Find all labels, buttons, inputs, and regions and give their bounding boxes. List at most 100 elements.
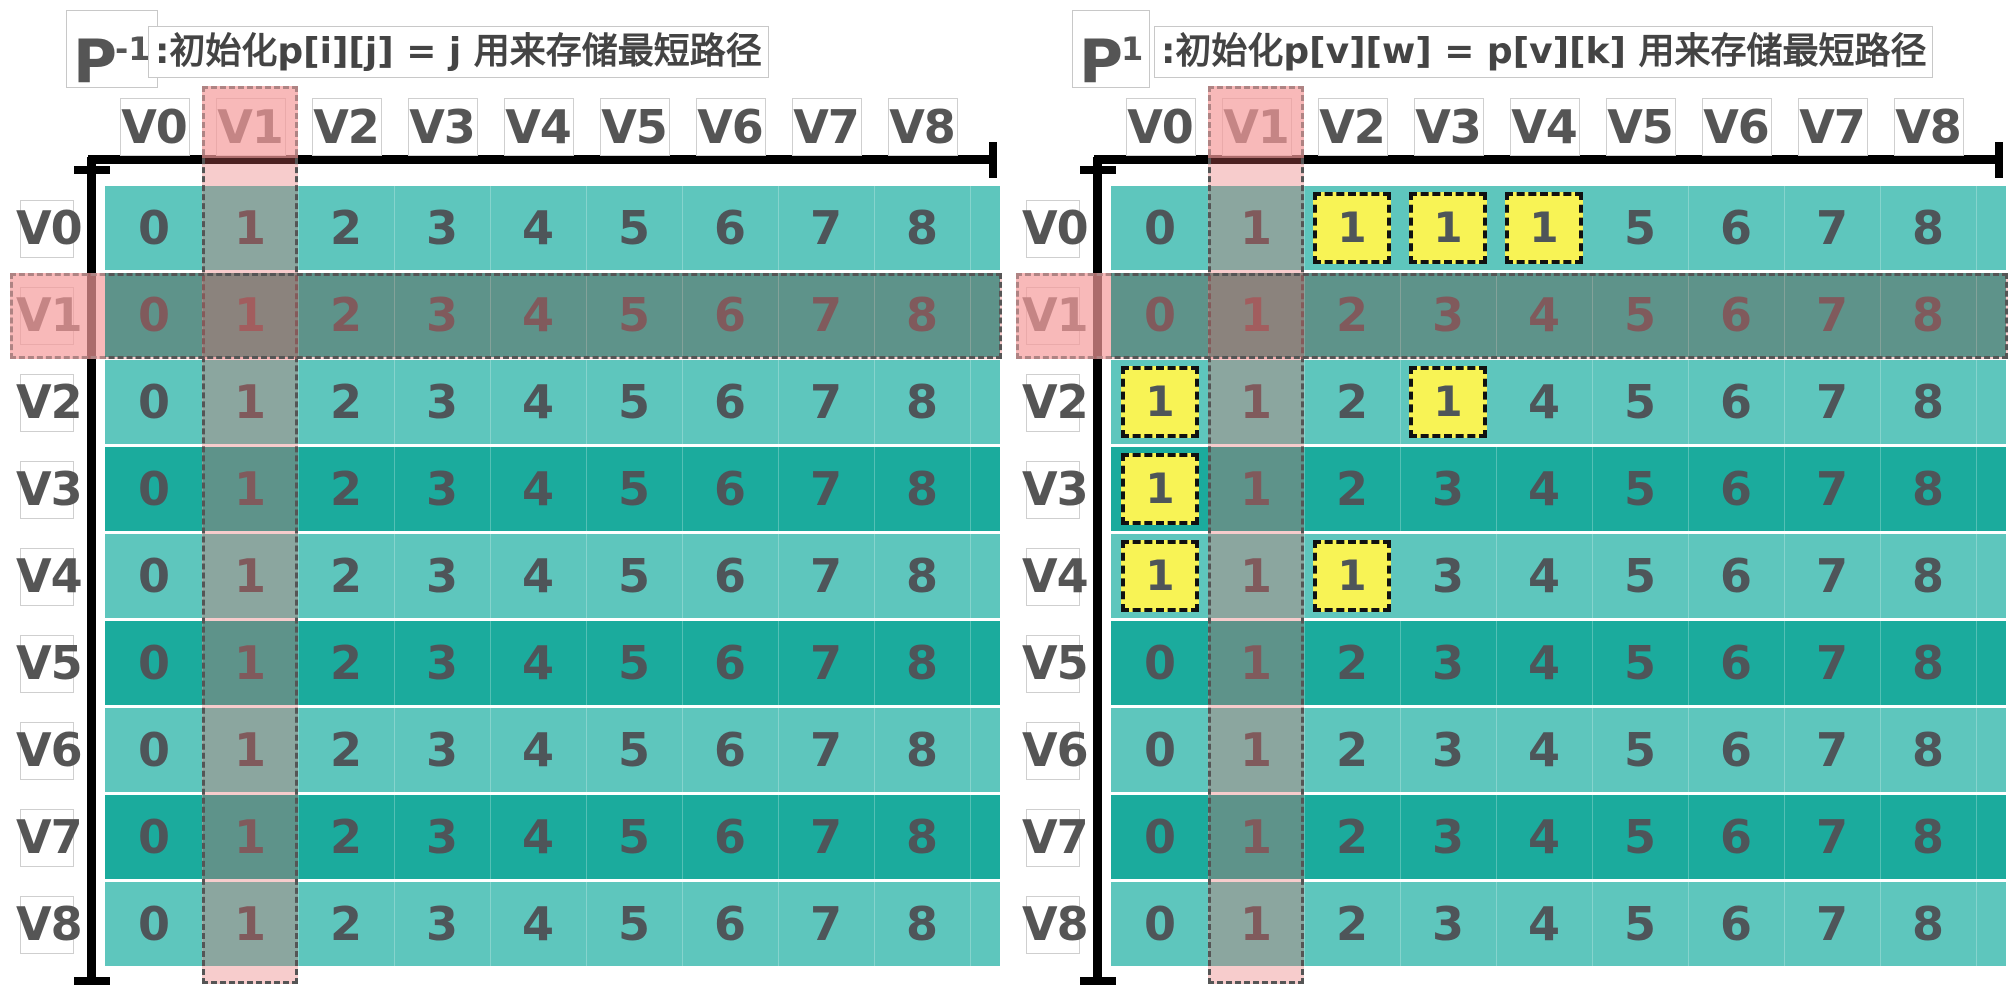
matrix-row-band [1111,534,2006,618]
cell-value: 7 [1815,723,1848,777]
cell-value: 0 [1143,810,1176,864]
cell-value: 1 [233,288,266,342]
selected-vertex-row-header-overlay [1016,273,1111,359]
matrix-cell: 2 [1304,795,1401,879]
cell-value: 1 [1239,462,1272,516]
cell-value: 8 [1911,723,1944,777]
updated-cell-highlight: 1 [1409,192,1487,264]
x-axis-cap [1995,142,2003,178]
matrix-cell: 6 [682,708,779,792]
column-header-box [600,98,670,156]
cell-value: 5 [1623,462,1656,516]
matrix-cell: 6 [1688,795,1785,879]
matrix-cell: 0 [1112,273,1209,357]
matrix-cell: 2 [298,447,395,531]
matrix-cell: 8 [874,708,971,792]
matrix-cell: 8 [874,273,971,357]
matrix-cell: 8 [1880,273,1977,357]
cell-value: 3 [425,810,458,864]
matrix-cell: 4 [1496,273,1593,357]
cell-value: 1 [1239,723,1272,777]
cell-value: 4 [521,810,554,864]
cell-value: 8 [905,723,938,777]
matrix-cell: 0 [106,621,203,705]
cell-value: 0 [1143,288,1176,342]
cell-value: 5 [1623,636,1656,690]
matrix-cell: 6 [1688,273,1785,357]
cell-value: 5 [617,549,650,603]
cell-value: 1 [1239,810,1272,864]
cell-value: 6 [1719,549,1752,603]
cell-value: 3 [425,723,458,777]
cell-value: 6 [713,375,746,429]
matrix-cell: 5 [586,795,683,879]
y-axis-cap-bottom [1080,977,1116,985]
matrix-cell: 0 [1112,186,1209,270]
matrix-cell: 1 [202,882,299,966]
matrix-cell: 0 [1112,882,1209,966]
cell-value: 8 [905,636,938,690]
matrix-cell: 2 [298,882,395,966]
cell-value: 1 [233,549,266,603]
row-header-box [20,200,74,258]
cell-value: 7 [809,549,842,603]
cell-value: 5 [617,723,650,777]
column-header-v7: V7 [1799,100,1866,154]
row-header-v2: V2 [16,375,83,429]
cell-value: 1 [233,201,266,255]
row-header-box [20,722,74,780]
panel-p-minus-1: P-1 :初始化p[i][j] = j 用来存储最短路径 V0V1V2V3V4V… [10,10,1002,985]
matrix-cell: 5 [1592,621,1689,705]
row-header-v0: V0 [1022,201,1089,255]
matrix-cell: 1 [202,447,299,531]
cell-value: 4 [521,549,554,603]
cell-value: 8 [1911,549,1944,603]
matrix-cell: 4 [1496,795,1593,879]
matrix-cell: 7 [778,708,875,792]
cell-value: 0 [137,897,170,951]
cell-value: 7 [1815,897,1848,951]
selected-vertex-row-overlay [10,273,1002,359]
matrix-cell: 7 [1784,882,1881,966]
matrix-cell: 1 [1208,621,1305,705]
cell-value: 7 [1815,288,1848,342]
matrix-cell: 1 [1208,186,1305,270]
cell-value: 0 [137,549,170,603]
cell-value: 3 [1431,897,1464,951]
matrix-row-band [1111,360,2006,444]
cell-value: 7 [809,810,842,864]
cell-value: 7 [1815,201,1848,255]
cell-value: 8 [905,897,938,951]
row-header-box [1026,374,1080,432]
matrix-cell: 4 [490,708,587,792]
cell-value: 4 [1527,462,1560,516]
matrix-cell: 4 [1496,882,1593,966]
selected-vertex-row-header-overlay [10,273,105,359]
cell-value: 7 [809,288,842,342]
matrix-cell: 0 [106,534,203,618]
matrix-cell: 0 [106,447,203,531]
matrix-cell: 7 [1784,534,1881,618]
matrix-cell: 0 [106,186,203,270]
row-header-v6: V6 [16,723,83,777]
row-header-v2: V2 [1022,375,1089,429]
matrix-cell: 3 [394,447,491,531]
cell-value: 2 [329,810,362,864]
matrix-cell: 6 [682,447,779,531]
matrix-cell: 4 [490,621,587,705]
cell-value: 2 [329,723,362,777]
row-header-box [20,896,74,954]
column-header-v5: V5 [601,100,668,154]
cell-value: 7 [1815,810,1848,864]
y-axis-line [87,157,96,985]
matrix-cell: 3 [394,795,491,879]
row-header-box [1026,200,1080,258]
matrix-cell: 2 [298,360,395,444]
cell-value: 0 [1143,723,1176,777]
cell-value: 6 [1719,636,1752,690]
column-header-box [1318,98,1388,156]
cell-value: 3 [425,462,458,516]
cell-value: 2 [1335,636,1368,690]
cell-value: 3 [1431,636,1464,690]
updated-cell-highlight: 1 [1313,192,1391,264]
